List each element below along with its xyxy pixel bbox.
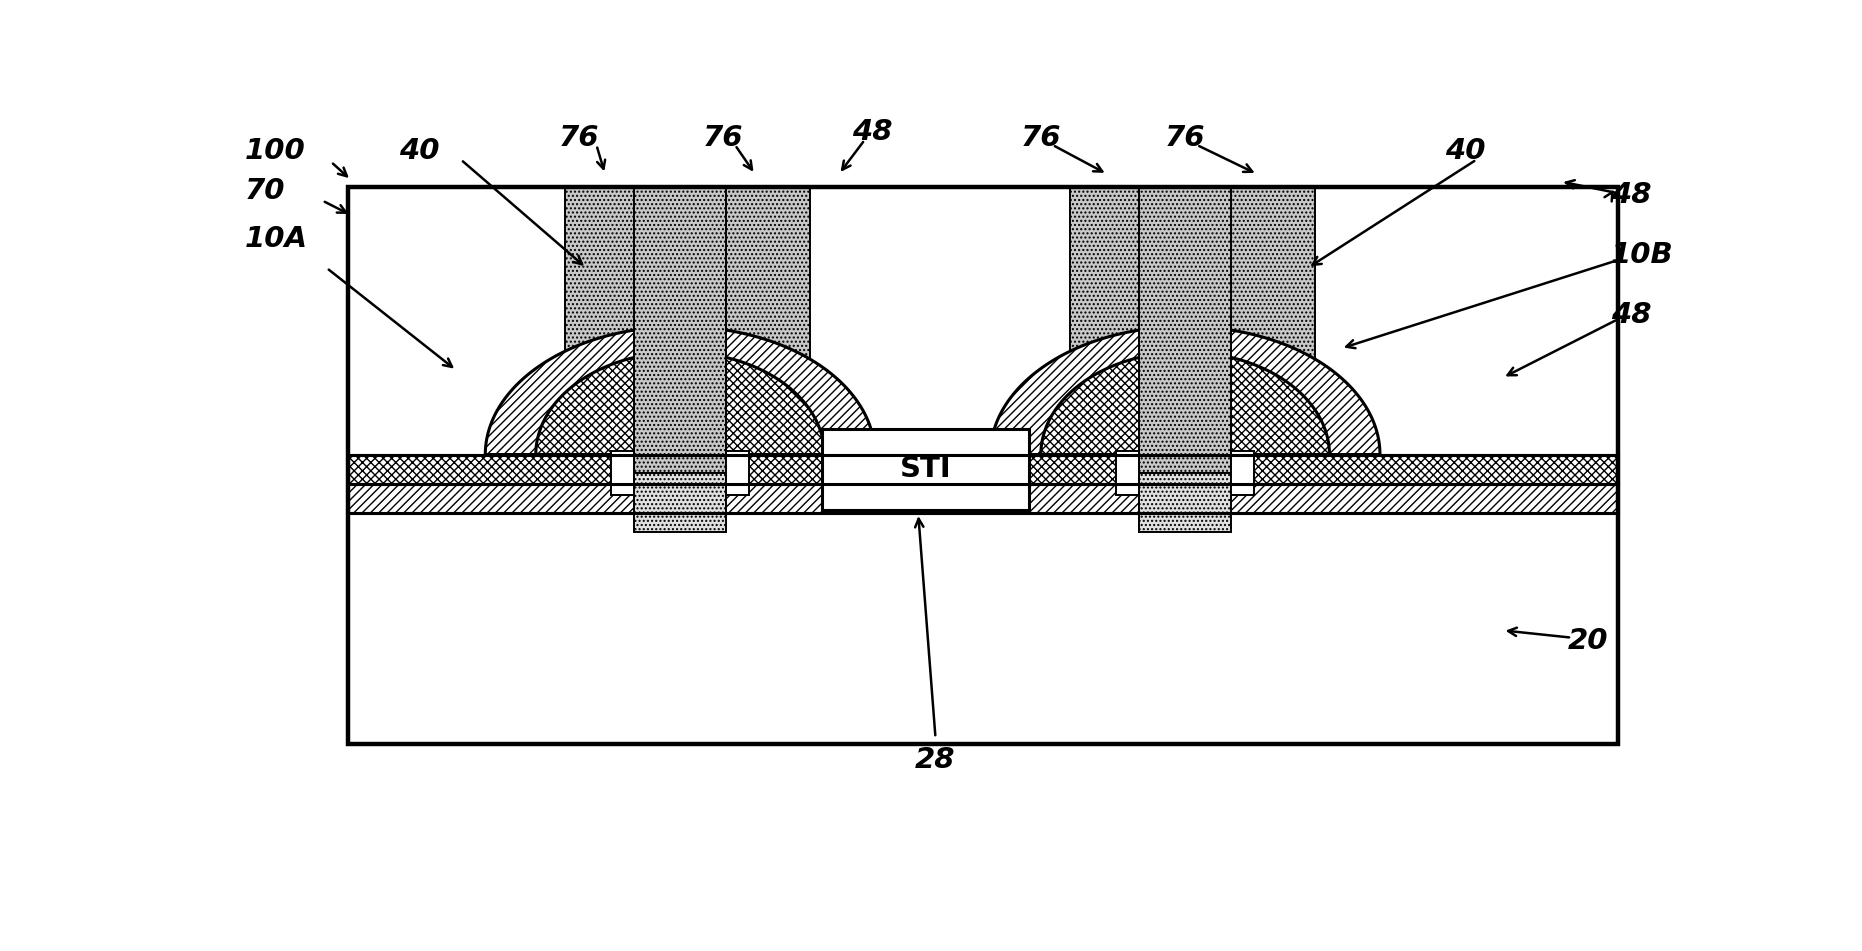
Text: 76: 76	[1020, 125, 1061, 152]
Text: 20: 20	[1568, 628, 1609, 655]
Text: 76: 76	[704, 125, 743, 152]
Polygon shape	[991, 326, 1380, 455]
Text: 40: 40	[398, 137, 439, 165]
Bar	[633, 187, 726, 473]
Bar	[633, 473, 726, 532]
Text: 48: 48	[1611, 301, 1652, 329]
Bar	[1140, 187, 1231, 473]
Bar	[821, 429, 1030, 510]
Bar	[611, 451, 633, 495]
Bar	[348, 187, 1618, 744]
Bar	[1115, 451, 1140, 495]
Text: 76: 76	[1166, 125, 1205, 152]
Bar	[1069, 187, 1162, 455]
Text: 40: 40	[1445, 137, 1486, 165]
Text: 28: 28	[916, 746, 955, 774]
Polygon shape	[486, 326, 875, 455]
Text: 10A: 10A	[244, 224, 307, 253]
Text: STI: STI	[899, 456, 951, 483]
Bar	[1140, 473, 1231, 532]
Bar	[348, 187, 1618, 744]
Polygon shape	[536, 352, 825, 455]
Text: 48: 48	[851, 119, 892, 146]
Text: 10B: 10B	[1611, 241, 1674, 269]
Bar	[564, 187, 659, 455]
Text: 48: 48	[1611, 181, 1652, 208]
Bar	[1218, 187, 1315, 455]
Bar	[717, 187, 810, 455]
Bar	[348, 455, 1618, 484]
Bar	[348, 484, 1618, 514]
Bar	[1231, 451, 1255, 495]
Text: 100: 100	[244, 137, 305, 165]
Text: 76: 76	[559, 125, 600, 152]
Text: 70: 70	[244, 177, 285, 205]
Polygon shape	[1041, 352, 1329, 455]
Bar	[726, 451, 749, 495]
